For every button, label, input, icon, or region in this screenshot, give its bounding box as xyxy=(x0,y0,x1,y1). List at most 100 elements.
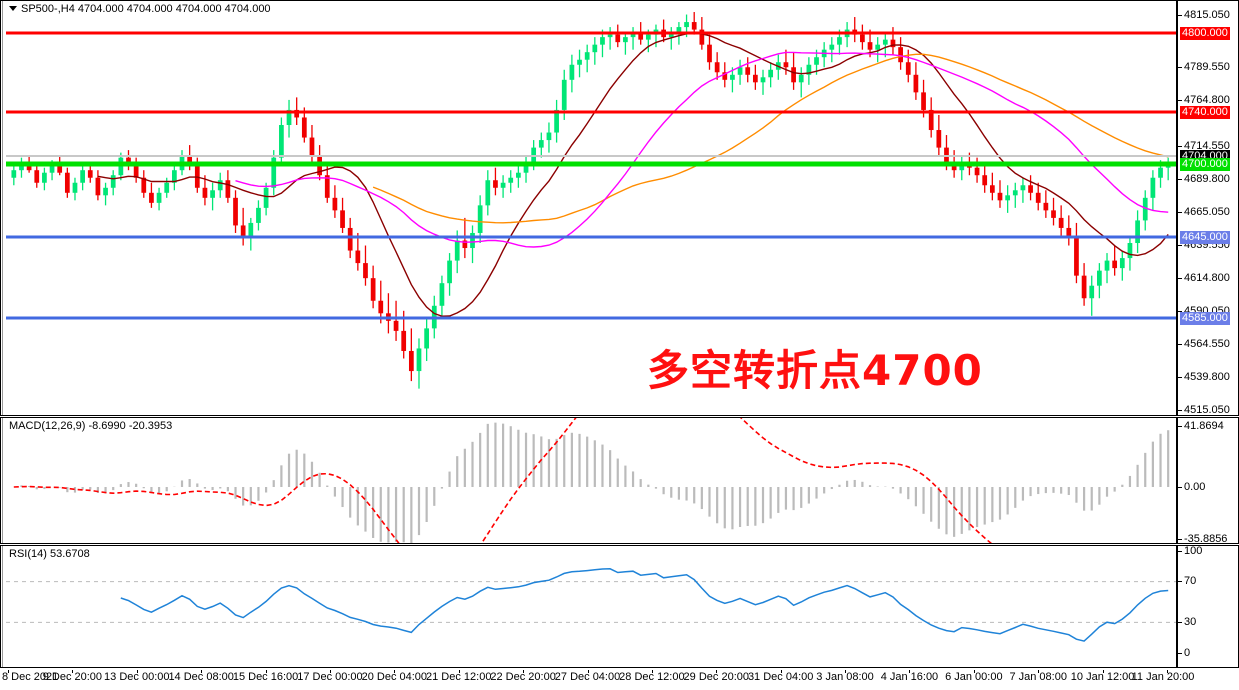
price-tag-4645[interactable]: 4645.000 xyxy=(1180,231,1230,244)
price-tick-label: 4815.050 xyxy=(1178,10,1230,21)
candle-body xyxy=(72,182,78,193)
candle-body xyxy=(225,180,231,198)
time-tick-mark xyxy=(8,670,9,673)
price-svg xyxy=(6,12,1176,389)
candle-body xyxy=(921,92,926,110)
rsi-tick-label: 30 xyxy=(1178,617,1196,628)
time-tick-mark xyxy=(458,670,460,673)
candle-body xyxy=(439,283,445,306)
candle-body xyxy=(355,250,361,264)
candle-body xyxy=(554,109,559,133)
rsi-chart-panel[interactable]: RSI(14) 53.6708 xyxy=(0,545,1177,668)
time-axis-label: 10 Jan 12:00 xyxy=(1070,671,1135,683)
candle-body xyxy=(615,34,621,43)
rsi-plot-area[interactable] xyxy=(6,546,1176,667)
macd-plot-area[interactable] xyxy=(6,418,1176,543)
price-chart-panel[interactable]: SP500-,H4 4704.000 4704.000 4704.000 470… xyxy=(0,0,1177,416)
candle-body xyxy=(676,27,682,33)
candle-body xyxy=(707,44,712,63)
candle-body xyxy=(1104,260,1110,271)
candle-body xyxy=(638,32,644,40)
candle-body xyxy=(1135,220,1140,244)
time-tick-mark xyxy=(909,670,911,673)
candle-body xyxy=(577,59,582,65)
candle-body xyxy=(1028,185,1033,193)
time-axis-label: 29 Dec 20:00 xyxy=(683,671,749,683)
price-axis-scale[interactable]: 4815.050 4789.550 4764.800 4714.550 4689.800… xyxy=(1177,0,1239,416)
candle-body xyxy=(187,155,193,166)
candle-body xyxy=(600,37,605,45)
time-tick-mark xyxy=(651,670,653,673)
ma-slow-line xyxy=(235,51,1169,248)
time-axis-label: 31 Dec 04:00 xyxy=(747,671,814,683)
time-axis-label: 28 Dec 12:00 xyxy=(619,671,685,683)
candle-body xyxy=(240,225,246,238)
candle-body xyxy=(913,74,919,93)
rsi-tick-label: 0 xyxy=(1178,648,1190,659)
rsi-left-scroll-gutter xyxy=(1,546,5,667)
candle-body xyxy=(256,207,261,223)
macd-axis-scale[interactable]: 41.8694 0.00 -35.8856 xyxy=(1177,417,1239,544)
tick-dash xyxy=(1178,99,1182,101)
candle-body xyxy=(1097,270,1102,286)
chart-legend-text: SP500-,H4 4704.000 4704.000 4704.000 470… xyxy=(21,3,271,15)
price-tag-4585[interactable]: 4585.000 xyxy=(1180,312,1230,325)
candle-body xyxy=(760,77,766,83)
candle-body xyxy=(1066,227,1072,238)
time-tick-mark xyxy=(72,670,74,673)
candle-body xyxy=(508,177,514,183)
candle-body xyxy=(156,192,162,203)
time-tick-mark xyxy=(394,670,396,673)
candle-body xyxy=(1043,202,1049,211)
candle-body xyxy=(103,187,108,196)
candle-body xyxy=(783,62,789,68)
candle-body xyxy=(768,69,774,78)
price-plot-area[interactable] xyxy=(6,1,1176,415)
candle-body xyxy=(370,278,376,301)
candle-body xyxy=(171,170,177,183)
candle-body xyxy=(905,62,911,75)
candle-body xyxy=(340,210,345,228)
rsi-tick-label: 100 xyxy=(1178,546,1202,557)
candle-body xyxy=(523,162,529,173)
candle-body xyxy=(898,47,903,63)
rsi-legend: RSI(14) 53.6708 xyxy=(9,548,90,560)
macd-signal-line xyxy=(13,418,992,543)
time-axis-label: 3 Jan 08:00 xyxy=(816,671,874,683)
tick-dash xyxy=(1178,409,1182,411)
candle-body xyxy=(1074,237,1079,276)
price-tick-label: 4639.550 xyxy=(1178,240,1230,251)
candle-body xyxy=(516,172,521,178)
candle-body xyxy=(64,172,70,193)
candle-body xyxy=(569,64,575,80)
time-axis-label: 21 Dec 12:00 xyxy=(426,671,492,683)
price-tick-label: 4564.550 xyxy=(1178,339,1230,350)
price-tag-4700[interactable]: 4700.000 xyxy=(1180,158,1230,171)
price-tick-label: 4789.550 xyxy=(1178,62,1230,73)
candle-body xyxy=(493,180,498,188)
price-tag-4740[interactable]: 4740.000 xyxy=(1180,106,1230,119)
price-tag-4800[interactable]: 4800.000 xyxy=(1180,27,1230,40)
rsi-axis-scale[interactable]: 100 70 30 0 xyxy=(1177,545,1239,668)
candle-body xyxy=(592,44,598,53)
candle-body xyxy=(538,140,544,148)
macd-chart-panel[interactable]: MACD(12,26,9) -8.6990 -20.3953 xyxy=(0,417,1177,544)
candle-body xyxy=(623,37,628,43)
candle-body xyxy=(1089,285,1095,299)
candle-body xyxy=(126,157,131,166)
macd-tick-label: -35.8856 xyxy=(1178,534,1227,543)
candle-body xyxy=(110,175,116,188)
candle-body xyxy=(408,350,414,372)
price-tick-label: 4515.050 xyxy=(1178,405,1230,415)
time-axis-label: 8 Dec 2021 xyxy=(2,671,59,683)
triangle-down-icon[interactable] xyxy=(9,5,17,11)
chart-annotation-text[interactable]: 多空转折点4700 xyxy=(647,346,983,395)
candle-body xyxy=(745,67,751,75)
rsi-svg xyxy=(6,568,1176,642)
tick-dash xyxy=(1178,550,1182,552)
time-axis-scale[interactable]: 8 Dec 2021 9 Dec 20:00 13 Dec 00:00 14 Dec … xyxy=(0,670,1239,688)
candle-body xyxy=(1142,197,1148,221)
tick-dash xyxy=(1178,178,1182,180)
price-tick-label: 4665.050 xyxy=(1178,207,1230,218)
